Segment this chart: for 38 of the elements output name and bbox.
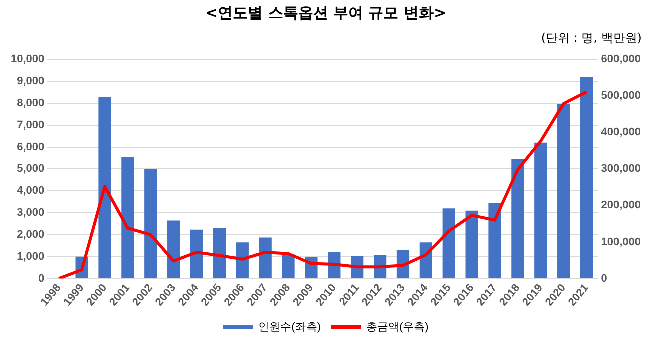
bar <box>213 228 226 278</box>
y-tick-label: 1,000 <box>17 250 45 263</box>
y2-tick-label: 500,000 <box>601 90 642 102</box>
y-tick-label: 3,000 <box>17 207 45 220</box>
bar <box>259 238 272 278</box>
y-tick-label: 10,000 <box>10 54 45 66</box>
y2-tick-label: 400,000 <box>601 126 642 139</box>
y-tick-label: 8,000 <box>17 97 45 110</box>
y-tick-label: 5,000 <box>17 163 45 176</box>
y-tick-label: 7,000 <box>17 119 45 132</box>
text: (단위 : 명, 백만원) <box>541 30 642 47</box>
y-tick-label: 0 <box>38 272 45 285</box>
y-tick-label: 4,000 <box>17 185 45 198</box>
legend-label: 총금액(우측) <box>366 322 429 334</box>
y2-tick-label: 100,000 <box>601 236 642 248</box>
y2-tick-label: 600,000 <box>601 54 642 66</box>
bar <box>512 159 524 278</box>
bar <box>580 77 594 278</box>
y2-tick-label: 0 <box>601 272 608 285</box>
bar <box>144 169 158 278</box>
bar <box>98 97 112 278</box>
y-tick-label: 6,000 <box>17 141 45 154</box>
bar <box>442 208 456 278</box>
chart-title: <연도별 스톡옵션 부여 규모 변화> <box>204 4 448 23</box>
bar <box>168 220 180 278</box>
bar <box>236 242 249 278</box>
y2-tick-label: 300,000 <box>601 163 642 176</box>
bar <box>282 254 295 278</box>
bar <box>122 157 134 278</box>
bar <box>534 142 548 278</box>
bar <box>558 104 570 278</box>
y-tick-label: 2,000 <box>17 228 45 241</box>
y-tick-label: 9,000 <box>17 76 45 88</box>
legend-label: 인원수(좌측) <box>258 322 321 334</box>
bar <box>466 210 478 278</box>
bar <box>190 230 204 278</box>
y2-tick-label: 200,000 <box>601 200 642 212</box>
bar <box>488 203 502 278</box>
